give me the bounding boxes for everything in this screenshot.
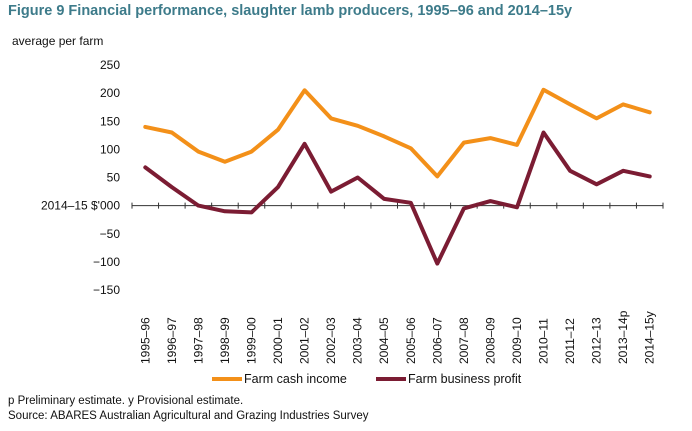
x-tick-label: 2001–02	[298, 317, 312, 364]
x-tick-label: 2002–03	[324, 317, 338, 364]
x-tick-label: 1995–96	[138, 317, 152, 364]
y-tick-label: 50	[107, 171, 121, 185]
source-note: Source: ABARES Australian Agricultural a…	[8, 410, 369, 422]
x-tick-label: 2005–06	[404, 317, 418, 364]
x-tick-label: 2011–12	[563, 318, 577, 364]
x-tick-label: 2008–09	[483, 317, 497, 364]
x-axis: 1995–96 1996–97 1997–98 1998–99 1999–00 2000–…	[131, 202, 664, 364]
y-tick-label: −50	[100, 227, 121, 241]
x-tick-label: 1996–97	[165, 317, 179, 364]
series-line-farm-business-profit	[143, 130, 652, 266]
x-tick-label: 2013–14p	[616, 310, 630, 364]
x-tick-label: 2014–15y	[643, 311, 657, 364]
x-tick-label: 1998–99	[218, 317, 232, 364]
legend-item-farm-business-profit: Farm business profit	[376, 372, 521, 386]
legend-swatch-farm-cash-income	[212, 377, 242, 381]
series-layer	[143, 87, 652, 266]
y-axis: 250 200 150 100 50 −50 −100 −150 2014–15 $'000	[41, 58, 120, 297]
x-tick-label: 2010–11	[537, 318, 551, 364]
legend-label-farm-cash-income: Farm cash income	[244, 372, 347, 386]
legend-label-farm-business-profit: Farm business profit	[408, 372, 522, 386]
estimate-note: p Preliminary estimate. y Provisional es…	[8, 395, 244, 407]
legend-swatch-farm-business-profit	[376, 377, 406, 381]
x-tick-label: 2009–10	[510, 317, 524, 364]
y-tick-label: 200	[100, 86, 120, 100]
x-tick-label: 1999–00	[244, 317, 258, 364]
unit-label: average per farm	[12, 34, 104, 48]
x-tick-label: 2004–05	[377, 317, 391, 364]
x-tick-label: 2012–13	[590, 317, 604, 364]
x-tick-label: 2000–01	[271, 317, 285, 364]
y-tick-label: −100	[93, 255, 120, 269]
series-line-farm-cash-income	[143, 87, 652, 179]
y-axis-unit-label: 2014–15 $'000	[41, 199, 120, 213]
legend-item-farm-cash-income: Farm cash income	[212, 372, 347, 386]
y-tick-label: 250	[100, 58, 120, 72]
figure-title: Figure 9 Financial performance, slaughte…	[8, 3, 573, 19]
x-tick-label: 2007–08	[457, 317, 471, 364]
x-tick-label: 2003–04	[351, 317, 365, 364]
x-tick-label: 2006–07	[430, 317, 444, 364]
y-tick-label: 100	[100, 142, 120, 156]
y-tick-label: 150	[100, 114, 120, 128]
footnotes: p Preliminary estimate. y Provisional es…	[8, 394, 369, 424]
y-tick-label: −150	[93, 283, 120, 297]
x-tick-label: 1997–98	[191, 317, 205, 364]
